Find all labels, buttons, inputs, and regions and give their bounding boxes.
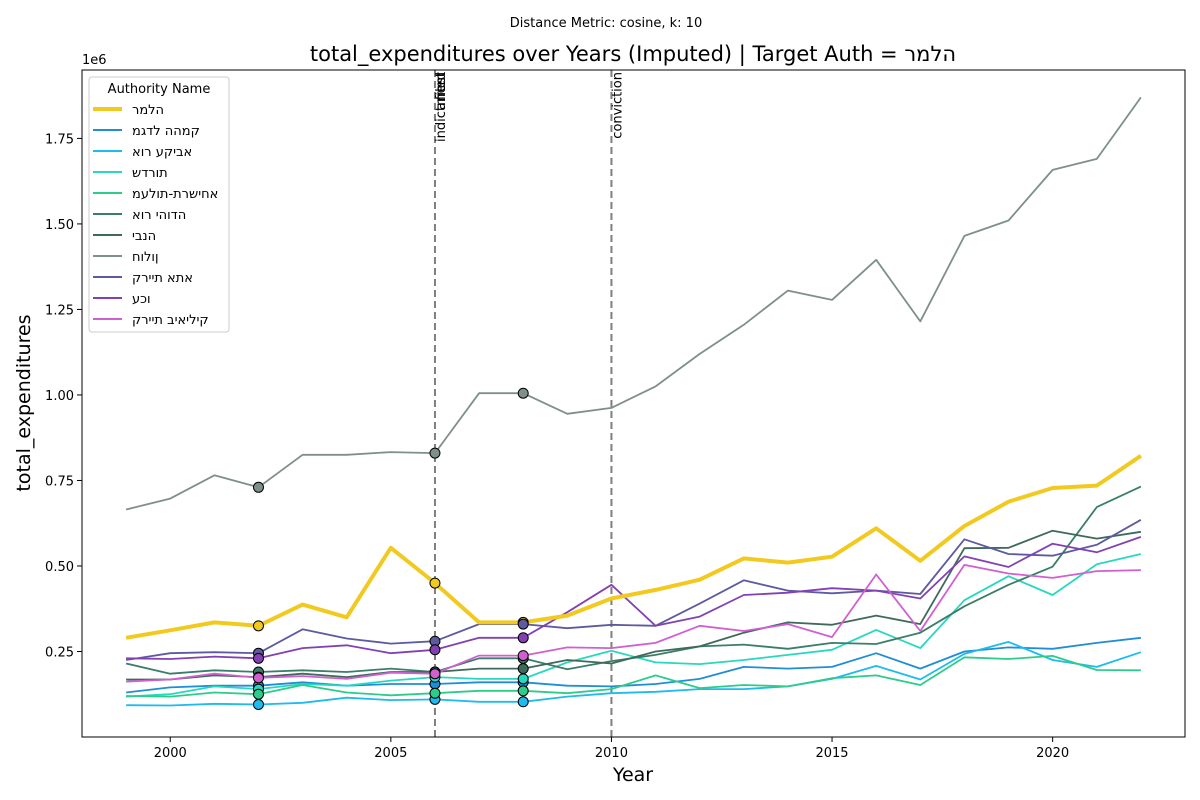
event-line-label: arrest <box>434 72 449 110</box>
x-tick-label: 2005 <box>374 746 407 761</box>
target-series-line <box>125 454 1143 640</box>
data-point-marker <box>517 673 529 685</box>
y-tick-label: 0.75 <box>45 474 74 489</box>
legend-label: קיליאיב תיירק <box>132 313 209 328</box>
series-line <box>125 519 1142 661</box>
data-point-marker <box>252 672 264 684</box>
x-axis-label: Year <box>612 764 653 786</box>
data-point-marker <box>517 650 529 662</box>
series-line <box>125 96 1142 511</box>
legend-label: תורדש <box>132 166 168 181</box>
legend-label: ןולוח <box>132 250 159 265</box>
data-point-marker <box>517 685 529 697</box>
x-tick-label: 2015 <box>815 746 848 761</box>
data-point-marker <box>429 577 441 589</box>
data-point-marker <box>429 447 441 459</box>
data-point-marker <box>517 632 529 644</box>
chart-title: total_expenditures over Years (Imputed) … <box>310 42 956 67</box>
data-point-marker <box>517 387 529 399</box>
y-tick-label: 1.00 <box>45 389 74 404</box>
legend-label: אביקע רוא <box>132 145 192 160</box>
data-point-marker <box>252 481 264 493</box>
legend-label: הלמר <box>132 103 164 118</box>
y-axis: 0.25 0.50 0.75 1.00 1.25 1.50 1.75 <box>45 132 82 660</box>
event-line-label: indictment <box>434 72 449 142</box>
y-tick-label: 0.50 <box>45 560 74 575</box>
data-point-marker <box>252 620 264 632</box>
x-tick-label: 2000 <box>154 746 187 761</box>
data-point-marker <box>429 644 441 656</box>
series-line <box>126 655 1141 698</box>
y-axis-label: total_expenditures <box>13 314 35 491</box>
legend: Authority Name הלמר קמהה לדגמ אביקע רוא תור… <box>88 76 230 333</box>
data-point-marker <box>517 696 529 708</box>
legend-label: הדוהי רוא <box>132 208 186 223</box>
data-point-marker <box>252 699 264 711</box>
series-line <box>126 529 1142 681</box>
chart-subtitle: Distance Metric: cosine, k: 10 <box>510 16 702 31</box>
y-tick-label: 1.50 <box>45 218 74 233</box>
series-line <box>126 641 1142 707</box>
y-axis-offset-label: 1e6 <box>82 53 107 68</box>
y-tick-label: 1.25 <box>45 303 74 318</box>
data-point-marker <box>429 668 441 680</box>
series-line <box>126 564 1141 683</box>
data-point-marker <box>517 663 529 675</box>
data-point-marker <box>517 618 529 630</box>
markers-layer <box>252 387 529 711</box>
event-line-label: conviction <box>610 72 625 139</box>
data-point-marker <box>429 687 441 699</box>
legend-label: הנבי <box>132 229 156 244</box>
x-tick-label: 2020 <box>1036 746 1069 761</box>
series-line <box>126 536 1142 660</box>
plot-area-frame <box>81 69 1186 738</box>
data-point-marker <box>252 688 264 700</box>
event-line-label: filed <box>434 72 449 100</box>
y-tick-label: 1.75 <box>45 132 74 147</box>
legend-label: קמהה לדגמ <box>132 124 200 139</box>
y-tick-label: 0.25 <box>45 645 74 660</box>
series-line <box>125 636 1142 694</box>
x-tick-label: 2010 <box>595 746 628 761</box>
legend-label: אתא תיירק <box>132 271 193 286</box>
series-layer <box>125 96 1143 707</box>
legend-title: Authority Name <box>108 82 211 97</box>
legend-box <box>88 76 230 333</box>
data-point-marker <box>252 652 264 664</box>
x-axis: 2000 2005 2010 2015 2020 <box>154 737 1069 761</box>
legend-label: אחישרת-תולעמ <box>132 187 218 202</box>
legend-label: וכע <box>132 292 151 307</box>
